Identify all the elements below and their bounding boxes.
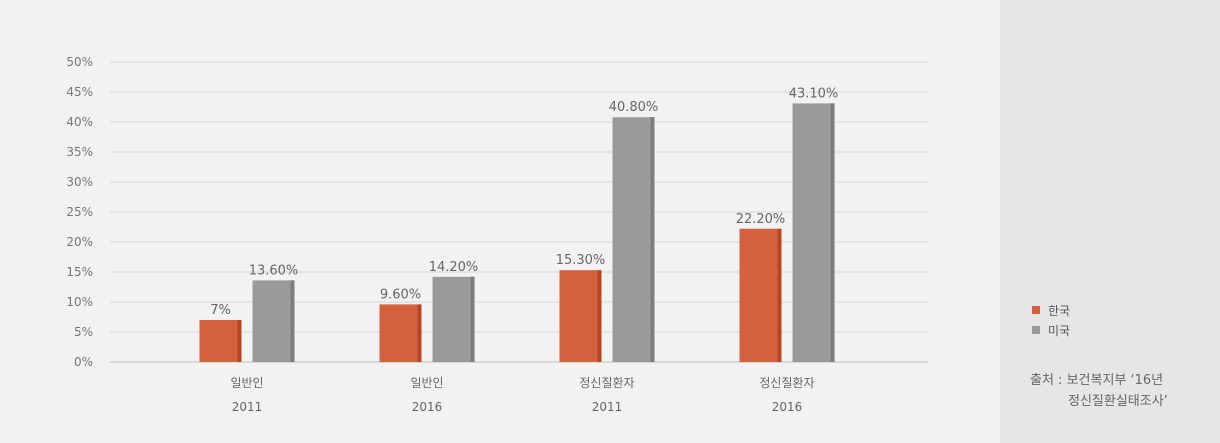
bar-korea [739,228,782,362]
y-tick-label: 40% [66,115,93,129]
bar-shade-korea [597,270,602,362]
data-label: 7% [210,303,231,318]
data-label: 14.20% [429,260,479,275]
y-tick-label: 0% [74,355,93,369]
bar-shade-korea [237,320,242,362]
y-tick-label: 45% [66,85,93,99]
data-label: 40.80% [609,100,659,115]
side-panel: 한국 미국 출처 : 보건복지부 ‘16년 정신질환실태조사’ [1000,0,1220,443]
source-line-1: 출처 : 보건복지부 ‘16년 [1030,373,1164,388]
bar-korea [559,270,602,362]
y-tick-label: 5% [74,325,93,339]
bar-shade-usa [830,103,835,363]
data-label: 43.10% [789,86,839,101]
data-label: 22.20% [736,212,786,227]
x-tick-label-year: 2011 [592,400,623,414]
data-label: 15.30% [556,253,606,268]
data-label: 9.60% [380,287,421,302]
y-tick-label: 15% [66,265,93,279]
bar-usa [612,117,655,362]
x-tick-label-year: 2016 [412,400,443,414]
legend-label-korea: 한국 [1048,303,1071,318]
legend-item-korea: 한국 [1032,300,1070,320]
legend-swatch-usa [1032,326,1040,334]
bar-shade-korea [417,304,422,362]
bar-usa [432,276,475,362]
chart-legend: 한국 미국 [1032,300,1070,340]
bar-korea [379,304,422,362]
bar-usa [792,103,835,363]
y-tick-label: 25% [66,205,93,219]
y-tick-label: 30% [66,175,93,189]
bar-chart: 0% 5% 10% 15% 20% 25% 30% 35% 40% 45% 50% 7% 13.60% 일… [66,55,928,414]
bar-shade-usa [650,117,655,362]
bar-usa [252,280,295,362]
y-tick-label: 50% [66,55,93,69]
x-tick-label: 일반인 [410,376,443,390]
y-tick-label: 20% [66,235,93,249]
source-note: 출처 : 보건복지부 ‘16년 정신질환실태조사’ [1030,370,1168,412]
x-tick-label: 정신질환자 [759,376,814,390]
bar-korea [199,320,242,362]
y-tick-label: 35% [66,145,93,159]
bar-shade-usa [290,280,295,362]
legend-item-usa: 미국 [1032,320,1070,340]
source-line-2: 정신질환실태조사’ [1068,394,1168,409]
legend-swatch-korea [1032,306,1040,314]
x-tick-label: 정신질환자 [579,376,634,390]
data-label: 13.60% [249,263,299,278]
bar-shade-usa [470,276,475,362]
x-tick-label-year: 2011 [232,400,263,414]
legend-label-usa: 미국 [1048,323,1071,338]
chart-area: 0% 5% 10% 15% 20% 25% 30% 35% 40% 45% 50% 7% 13.60% 일… [66,55,928,414]
x-tick-label-year: 2016 [772,400,803,414]
y-tick-label: 10% [66,295,93,309]
bar-shade-korea [777,228,782,362]
x-tick-label: 일반인 [230,376,263,390]
